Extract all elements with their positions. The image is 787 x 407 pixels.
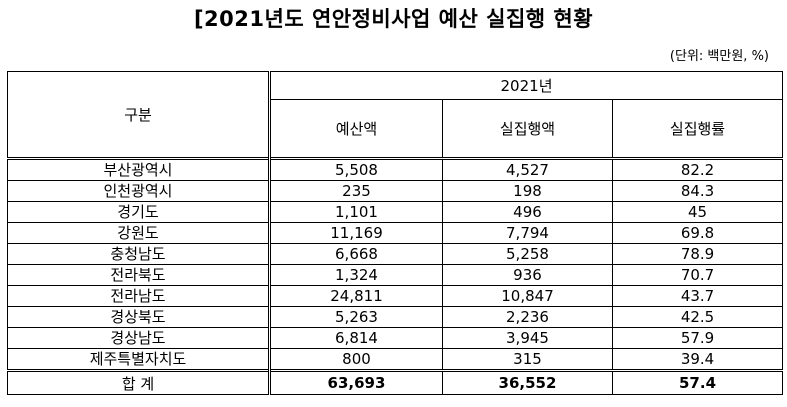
budget-cell: 235	[269, 180, 443, 202]
rate-cell: 42.5	[611, 306, 784, 328]
rate-cell: 70.7	[611, 264, 784, 286]
region-cell: 제주특별자치도	[7, 348, 271, 371]
rate-cell: 84.3	[611, 180, 784, 202]
region-cell: 강원도	[7, 222, 271, 244]
rate-cell: 69.8	[611, 222, 784, 244]
column-header-rate: 실집행률	[611, 99, 784, 159]
spent-cell: 2,236	[442, 306, 613, 328]
budget-cell: 5,508	[269, 157, 443, 181]
table-row: 부산광역시 5,508 4,527 82.2	[7, 157, 784, 181]
budget-cell: 6,668	[269, 243, 443, 265]
rate-cell: 57.9	[611, 327, 784, 349]
region-cell: 경기도	[7, 201, 271, 223]
spent-cell: 10,847	[442, 285, 613, 307]
region-cell: 부산광역시	[7, 157, 271, 181]
table-row: 경기도 1,101 496 45	[7, 201, 784, 223]
rate-cell: 43.7	[611, 285, 784, 307]
spent-cell: 315	[442, 348, 613, 371]
region-cell: 전라남도	[7, 285, 271, 307]
document-title: [2021년도 연안정비사업 예산 실집행 현황	[193, 7, 594, 31]
table-row: 전라북도 1,324 936 70.7	[7, 264, 784, 286]
total-spent: 36,552	[442, 369, 613, 395]
spent-cell: 5,258	[442, 243, 613, 265]
total-rate: 57.4	[611, 369, 784, 395]
row-header-category: 구분	[7, 71, 271, 159]
region-cell: 전라북도	[7, 264, 271, 286]
table-row: 충청남도 6,668 5,258 78.9	[7, 243, 784, 265]
year-header: 2021년	[268, 71, 784, 100]
table-row: 인천광역시 235 198 84.3	[7, 180, 784, 202]
budget-cell: 6,814	[269, 327, 443, 349]
table-row: 제주특별자치도 800 315 39.4	[7, 348, 784, 371]
total-label: 합 계	[7, 369, 271, 395]
budget-cell: 800	[269, 348, 443, 371]
budget-cell: 5,263	[269, 306, 443, 328]
region-cell: 충청남도	[7, 243, 271, 265]
budget-cell: 1,101	[269, 201, 443, 223]
column-header-budget: 예산액	[269, 99, 443, 159]
spent-cell: 7,794	[442, 222, 613, 244]
total-row: 합 계 63,693 36,552 57.4	[7, 369, 784, 395]
column-header-spent: 실집행액	[442, 99, 613, 159]
rate-cell: 82.2	[611, 157, 784, 181]
rate-cell: 39.4	[611, 348, 784, 371]
region-cell: 인천광역시	[7, 180, 271, 202]
header-row-columns: 예산액 실집행액 실집행률	[8, 99, 784, 159]
spent-cell: 936	[442, 264, 613, 286]
header-row-year: 구분 2021년	[7, 71, 784, 159]
budget-cell: 24,811	[269, 285, 443, 307]
table-row: 강원도 11,169 7,794 69.8	[7, 222, 784, 244]
table-row: 전라남도 24,811 10,847 43.7	[7, 285, 784, 307]
rate-cell: 78.9	[611, 243, 784, 265]
table-row: 경상북도 5,263 2,236 42.5	[7, 306, 784, 328]
spent-cell: 198	[442, 180, 613, 202]
budget-cell: 1,324	[269, 264, 443, 286]
budget-cell: 11,169	[269, 222, 443, 244]
spent-cell: 496	[442, 201, 613, 223]
total-budget: 63,693	[269, 369, 443, 395]
region-cell: 경상북도	[7, 306, 271, 328]
table-row: 경상남도 6,814 3,945 57.9	[7, 327, 784, 349]
spent-cell: 4,527	[442, 157, 613, 181]
spent-cell: 3,945	[442, 327, 613, 349]
region-cell: 경상남도	[7, 327, 271, 349]
budget-execution-table: 구분 2021년 예산액 실집행액 실집행률 부산광역시 5,508 4,527…	[7, 71, 784, 395]
unit-note: (단위: 백만원, %)	[669, 49, 769, 64]
rate-cell: 45	[611, 201, 784, 223]
